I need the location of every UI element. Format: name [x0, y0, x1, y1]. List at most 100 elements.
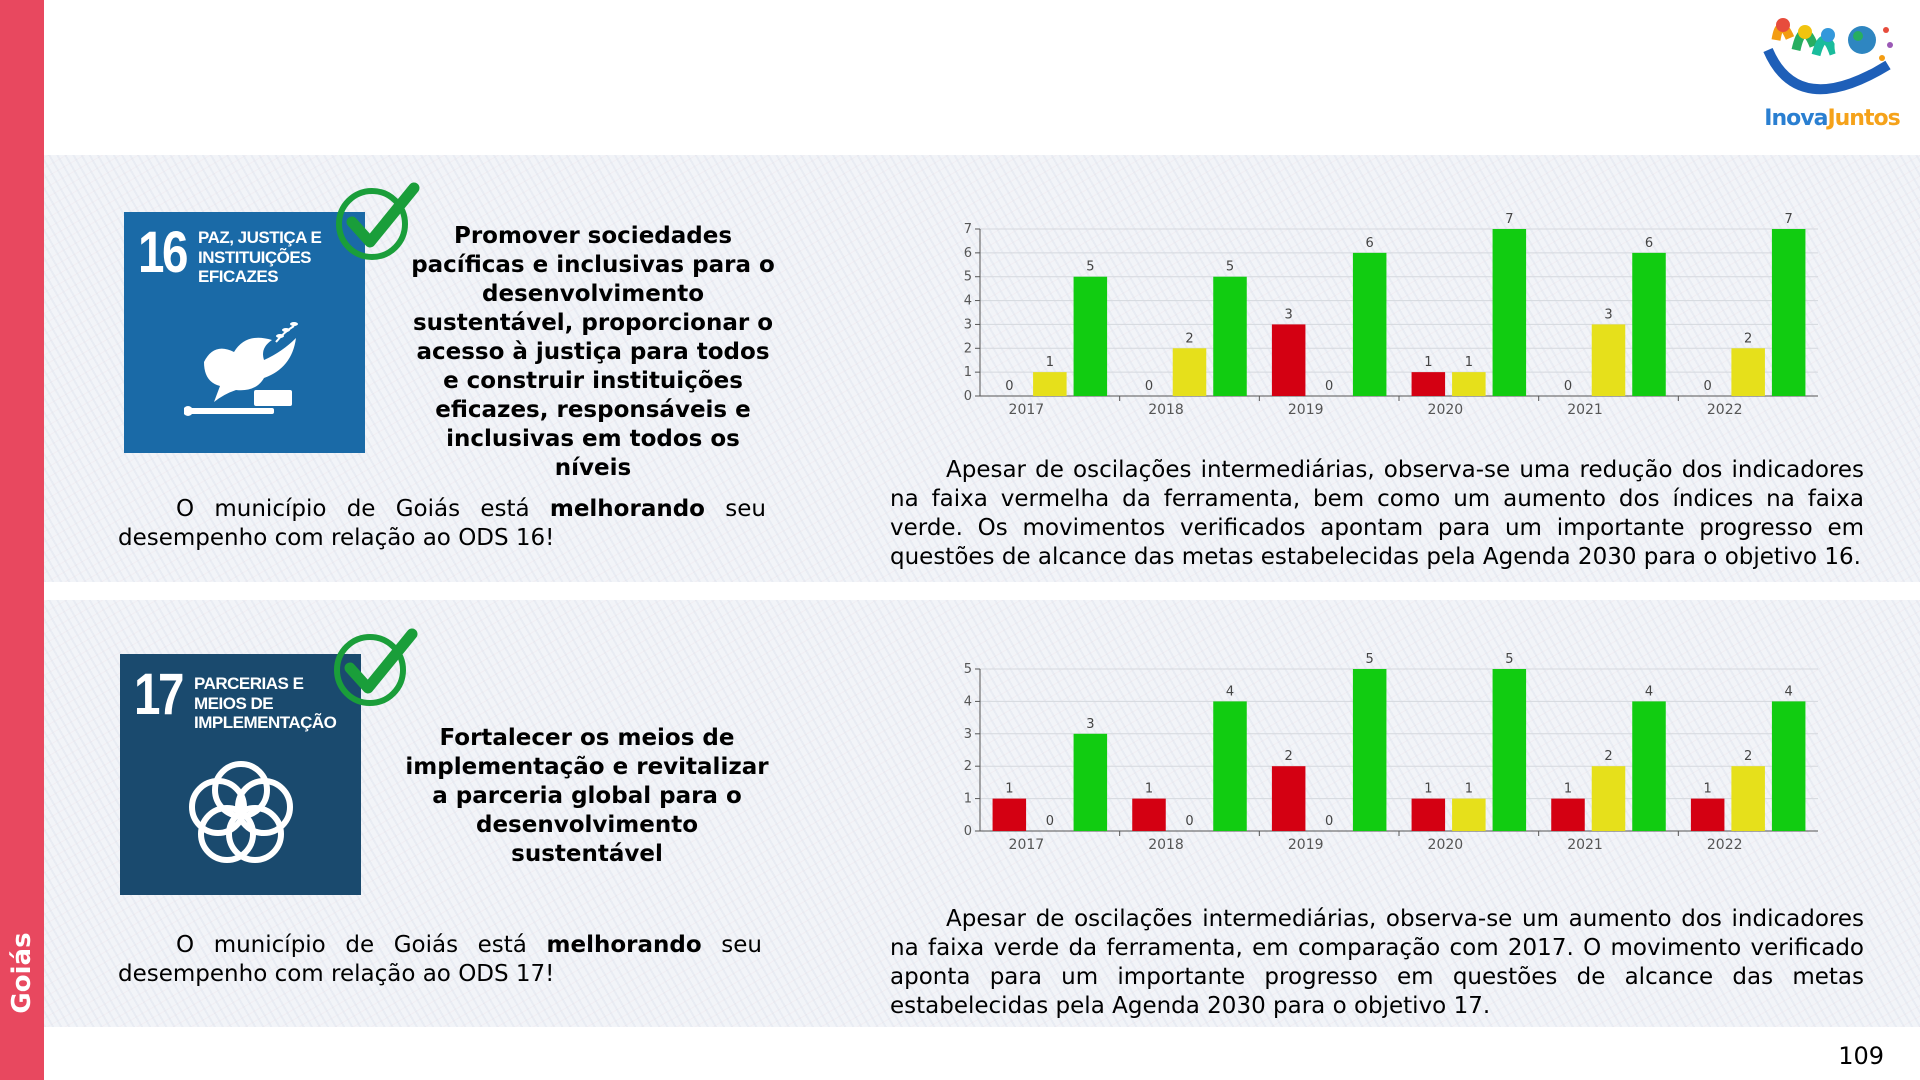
chart17-ytick-label: 5: [964, 662, 972, 677]
chart-ods17-svg: 0 1 2 3 4 5 1 0 3 2017 1 0 4 2018 2 0 5 2019 1 1 5 2020 1 2 4 202…: [964, 652, 1818, 853]
chart17-bar: [1551, 798, 1585, 831]
checkmark-icon: [334, 628, 418, 706]
chart16-bar: [1452, 372, 1486, 396]
chart16-bar: [1632, 252, 1666, 396]
chart16-xtick-label: 2022: [1707, 402, 1743, 418]
chart16-bar: [1411, 372, 1446, 396]
chart-ods16-svg: 0 1 2 3 4 5 6 7 0 1 5 2017 0 2 5 2018 3 0 6 2019 1 1 7 2020 0 3 6 2…: [964, 212, 1818, 418]
chart16-data-label: 1: [1465, 355, 1473, 370]
chart17-bar: [1452, 798, 1486, 831]
chart17-data-label: 1: [1704, 782, 1712, 797]
logo-graphic: [1763, 18, 1893, 95]
municipality-status-16: O município de Goiás está melhorando seu…: [118, 496, 766, 551]
chart16-bar: [1172, 348, 1207, 396]
chart17-bar: [1352, 669, 1387, 831]
chart16-bar: [1033, 372, 1067, 396]
chart16-data-label: 6: [1645, 236, 1653, 251]
chart-ods17: 0 1 2 3 4 5 1 0 3 2017 1 0 4 2018 2 0 5 2019 1 1 5 2020 1 2 4 202…: [950, 645, 1830, 855]
chart17-ytick-label: 2: [964, 759, 972, 774]
chart17-xtick-label: 2021: [1567, 837, 1603, 853]
chart17-data-label: 1: [1424, 782, 1432, 797]
chart17-bar: [1771, 701, 1806, 831]
chart17-bar: [1073, 733, 1108, 831]
chart17-bar: [992, 798, 1027, 831]
chart16-ytick-label: 0: [964, 389, 972, 404]
sdg16-name: PAZ, JUSTIÇA E INSTITUIÇÕES EFICAZES: [198, 228, 322, 287]
chart17-bar: [1632, 701, 1666, 831]
status-highlight-16: melhorando: [549, 496, 705, 522]
chart17-data-label: 1: [1564, 782, 1572, 797]
chart17-data-label: 4: [1645, 684, 1653, 699]
sdg16-tile: 16 PAZ, JUSTIÇA E INSTITUIÇÕES EFICAZES: [124, 212, 365, 453]
chart17-bar: [1411, 798, 1446, 831]
chart16-bar: [1213, 276, 1247, 396]
chart17-ytick-label: 1: [964, 792, 972, 807]
checkmark-icon: [336, 182, 420, 260]
chart17-data-label: 0: [1325, 814, 1333, 829]
chart16-bar: [1352, 252, 1387, 396]
chart16-data-label: 3: [1604, 307, 1612, 322]
chart-ods16: 0 1 2 3 4 5 6 7 0 1 5 2017 0 2 5 2018 3 0 6 2019 1 1 7 2020 0 3 6 2…: [950, 205, 1830, 420]
chart17-data-label: 4: [1226, 684, 1234, 699]
chart17-data-label: 1: [1465, 782, 1473, 797]
chart16-data-label: 3: [1285, 307, 1293, 322]
chart16-data-label: 1: [1424, 355, 1432, 370]
status-highlight-17: melhorando: [546, 932, 702, 958]
chart16-data-label: 0: [1704, 379, 1712, 394]
chart17-ytick-label: 3: [964, 727, 972, 742]
chart16-bar: [1271, 324, 1306, 396]
logo-text: InovaJuntos: [1764, 106, 1900, 131]
chart17-data-label: 3: [1086, 717, 1094, 732]
chart17-bar: [1492, 669, 1527, 831]
chart17-bar: [1271, 766, 1306, 831]
chart16-ytick-label: 3: [964, 317, 972, 332]
description-17: Apesar de oscilações intermediárias, obs…: [890, 906, 1864, 1019]
sidebar: Goiás: [0, 0, 44, 1080]
page-number: 109: [1838, 1042, 1884, 1070]
chart16-xtick-label: 2018: [1148, 402, 1184, 418]
description-16: Apesar de oscilações intermediárias, obs…: [890, 457, 1864, 570]
chart17-xtick-label: 2018: [1148, 837, 1184, 853]
chart16-data-label: 7: [1785, 212, 1793, 227]
sdg17-name: PARCERIAS E MEIOS DE IMPLEMENTAÇÃO: [194, 674, 337, 733]
chart16-data-label: 0: [1145, 379, 1153, 394]
chart16-ytick-label: 1: [964, 365, 972, 380]
chart17-data-label: 1: [1145, 782, 1153, 797]
chart16-data-label: 6: [1366, 236, 1374, 251]
chart17-xtick-label: 2017: [1009, 837, 1045, 853]
sidebar-label: Goiás: [7, 932, 37, 1014]
chart16-ytick-label: 6: [964, 246, 972, 261]
chart17-data-label: 2: [1285, 749, 1293, 764]
goal17-title: Fortalecer os meios de implementação e r…: [405, 725, 769, 867]
chart16-data-label: 2: [1744, 331, 1752, 346]
sdg16-number: 16: [138, 220, 188, 285]
chart17-data-label: 2: [1744, 749, 1752, 764]
chart17-data-label: 0: [1046, 814, 1054, 829]
chart16-data-label: 1: [1046, 355, 1054, 370]
chart17-bar: [1731, 766, 1765, 831]
chart17-xtick-label: 2020: [1428, 837, 1464, 853]
sdg17-tile: 17 PARCERIAS E MEIOS DE IMPLEMENTAÇÃO: [120, 654, 361, 895]
chart17-ytick-label: 4: [964, 694, 972, 709]
chart17-data-label: 5: [1366, 652, 1374, 667]
chart16-xtick-label: 2020: [1428, 402, 1464, 418]
chart16-bar: [1771, 229, 1806, 396]
chart16-bar: [1073, 276, 1108, 396]
chart17-bar: [1591, 766, 1626, 831]
chart16-bar: [1591, 324, 1626, 396]
chart16-data-label: 0: [1005, 379, 1013, 394]
chart16-data-label: 5: [1086, 260, 1094, 275]
chart17-data-label: 5: [1505, 652, 1513, 667]
dove-gavel-icon: [184, 322, 298, 416]
chart16-ytick-label: 7: [964, 222, 972, 237]
chart16-data-label: 7: [1505, 212, 1513, 227]
chart17-bar: [1690, 798, 1725, 831]
chart16-xtick-label: 2021: [1567, 402, 1603, 418]
chart16-ytick-label: 5: [964, 270, 972, 285]
chart16-data-label: 0: [1325, 379, 1333, 394]
chart16-bar: [1492, 229, 1527, 396]
chart16-ytick-label: 4: [964, 294, 972, 309]
inovajuntos-logo: InovaJuntos: [1758, 10, 1906, 136]
chart16-data-label: 0: [1564, 379, 1572, 394]
goal16-title: Promover sociedades pacíficas e inclusiv…: [411, 223, 775, 481]
